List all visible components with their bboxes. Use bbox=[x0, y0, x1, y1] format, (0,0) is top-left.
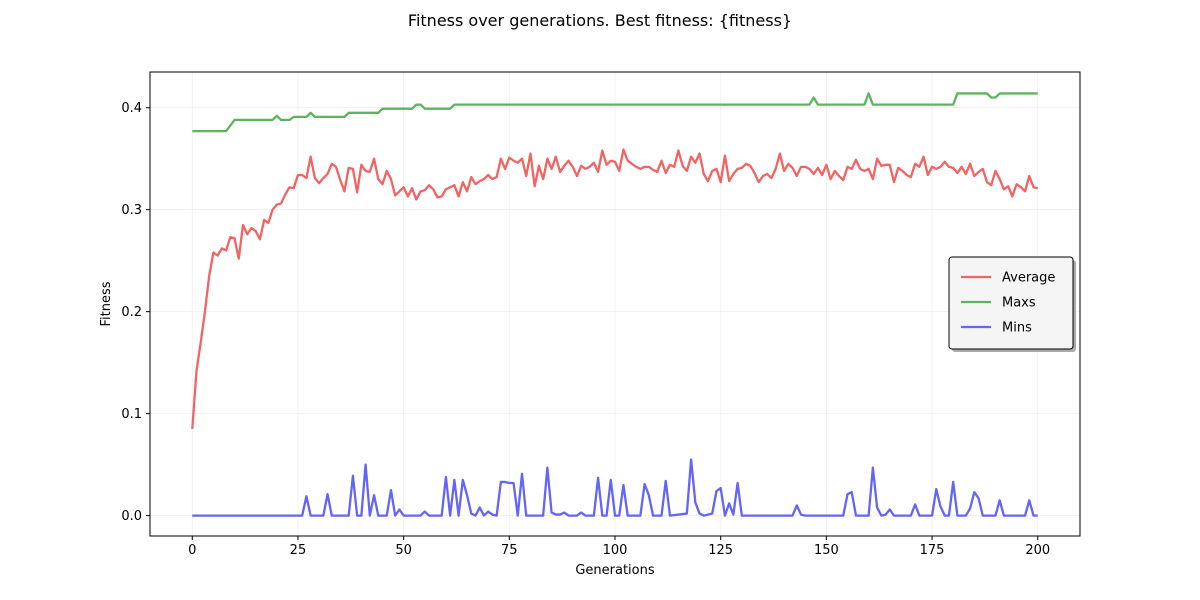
x-tick-label: 75 bbox=[501, 543, 518, 558]
x-tick-label: 0 bbox=[188, 543, 196, 558]
series-line-mins bbox=[192, 458, 1038, 517]
grid-lines bbox=[150, 72, 1080, 536]
y-tick-label: 0.2 bbox=[121, 305, 142, 320]
x-tick-label: 175 bbox=[920, 543, 945, 558]
axis-ticks: 0 25 50 75 100 125 150 175 200 0.0 0.1 0.2 0.3 0.4 bbox=[121, 101, 1050, 558]
y-axis-label: Fitness bbox=[99, 281, 114, 326]
x-tick-label: 150 bbox=[814, 543, 839, 558]
x-tick-label: 200 bbox=[1025, 543, 1050, 558]
series-line-average bbox=[191, 148, 1038, 430]
x-tick-label: 50 bbox=[395, 543, 412, 558]
legend-label-mins: Mins bbox=[1002, 321, 1032, 336]
series-layer bbox=[191, 92, 1038, 517]
y-tick-label: 0.4 bbox=[121, 101, 142, 116]
y-tick-label: 0.0 bbox=[121, 509, 142, 524]
series-line-maxs bbox=[192, 92, 1038, 133]
x-tick-label: 125 bbox=[708, 543, 733, 558]
legend-label-average: Average bbox=[1002, 271, 1055, 286]
y-tick-label: 0.1 bbox=[121, 407, 142, 422]
x-axis-label: Generations bbox=[575, 563, 655, 578]
x-tick-label: 100 bbox=[603, 543, 628, 558]
chart-title: Fitness over generations. Best fitness: … bbox=[408, 11, 792, 30]
y-tick-label: 0.3 bbox=[121, 203, 142, 218]
x-tick-label: 25 bbox=[290, 543, 307, 558]
legend-label-maxs: Maxs bbox=[1002, 296, 1036, 311]
legend: Average Maxs Mins bbox=[948, 256, 1076, 352]
